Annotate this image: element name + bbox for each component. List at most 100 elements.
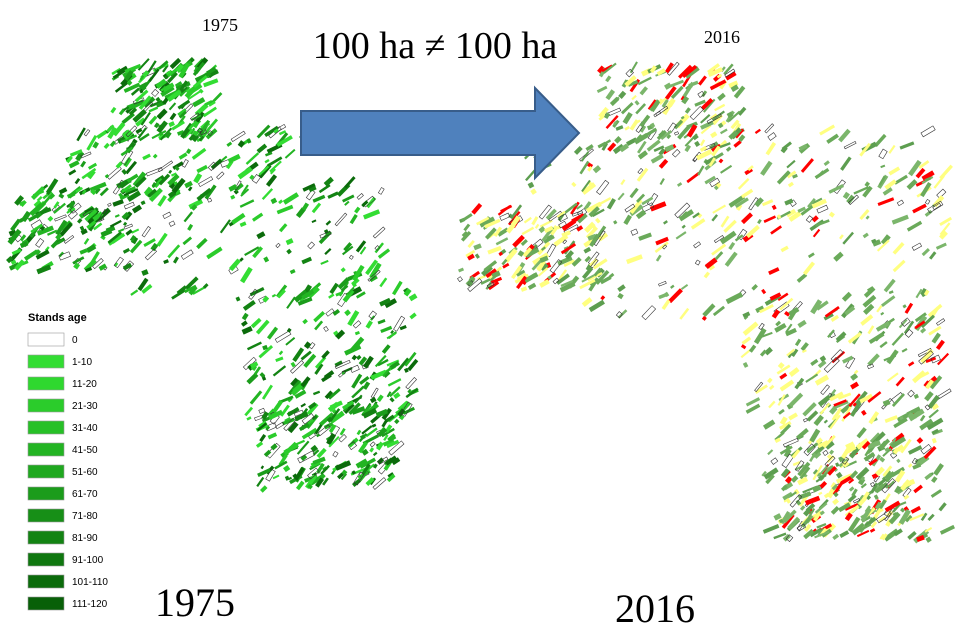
stand <box>776 214 782 220</box>
stand <box>914 320 926 330</box>
stand <box>249 174 255 180</box>
stand <box>171 177 186 194</box>
stand <box>920 182 932 198</box>
stand <box>759 304 774 314</box>
stand <box>351 373 363 389</box>
stand <box>870 481 876 488</box>
stand <box>819 124 836 136</box>
stand <box>393 315 406 332</box>
stand <box>896 458 901 464</box>
stand <box>807 197 816 208</box>
stand <box>126 80 133 86</box>
stand <box>522 247 533 258</box>
stand <box>484 218 501 229</box>
stand <box>912 463 922 470</box>
stand <box>21 210 32 223</box>
stand <box>890 436 907 449</box>
stand <box>844 305 856 316</box>
stand <box>711 145 721 157</box>
stand <box>848 194 859 205</box>
stand <box>340 284 349 292</box>
stand <box>530 188 537 195</box>
stand <box>704 175 716 185</box>
stand <box>921 170 935 181</box>
stand <box>384 298 398 309</box>
stand <box>107 126 118 140</box>
stand <box>788 412 798 421</box>
stand <box>283 465 291 473</box>
stand <box>103 142 110 150</box>
stand <box>286 407 300 417</box>
stand <box>592 258 608 270</box>
stand <box>891 466 905 478</box>
stand <box>907 389 915 398</box>
stand <box>272 474 280 480</box>
stand <box>720 215 730 228</box>
stand <box>843 141 857 150</box>
stand <box>369 441 376 448</box>
stand <box>925 356 937 363</box>
stand <box>318 184 331 194</box>
stand <box>829 414 841 430</box>
stand <box>916 534 925 543</box>
stand <box>274 330 292 343</box>
stand <box>334 460 352 471</box>
stand <box>754 384 768 395</box>
stand <box>150 242 159 252</box>
stand <box>135 128 143 134</box>
stand <box>156 108 168 120</box>
stand <box>182 236 193 246</box>
stand <box>832 498 840 506</box>
stand <box>90 188 97 196</box>
stand <box>581 274 595 283</box>
stand <box>585 226 598 239</box>
stand <box>73 262 81 270</box>
stand <box>167 67 178 78</box>
stand <box>675 231 687 240</box>
legend-swatch <box>27 376 65 391</box>
stand <box>77 218 83 224</box>
stand <box>745 224 760 239</box>
stand <box>816 300 829 311</box>
stand <box>629 187 639 199</box>
stand <box>814 451 822 459</box>
stand <box>120 146 134 157</box>
stand <box>899 141 915 150</box>
stand <box>770 457 779 465</box>
stand <box>29 202 44 217</box>
stand <box>908 445 923 455</box>
stand <box>809 428 821 443</box>
stand <box>619 143 629 153</box>
stand <box>900 507 906 513</box>
stand <box>348 402 361 415</box>
stand <box>531 216 539 226</box>
stand <box>826 455 835 463</box>
stand <box>814 219 830 227</box>
stand <box>84 266 93 273</box>
stand <box>389 386 401 398</box>
stand <box>264 125 279 138</box>
stand <box>671 148 681 158</box>
stand <box>376 441 384 451</box>
stand <box>860 314 874 326</box>
stand <box>347 310 360 327</box>
stand <box>278 199 284 205</box>
stand <box>157 194 167 207</box>
stand <box>800 342 809 352</box>
stand <box>123 82 141 93</box>
stand <box>344 200 350 206</box>
stand <box>681 224 686 229</box>
stand <box>595 217 601 224</box>
stand <box>188 83 203 95</box>
stand <box>167 244 181 259</box>
stand <box>169 57 182 70</box>
stand <box>126 190 142 202</box>
stand <box>311 219 317 224</box>
stand <box>294 466 305 481</box>
stand <box>794 338 802 347</box>
stand <box>818 464 829 477</box>
stand <box>302 318 308 325</box>
stand <box>697 165 705 176</box>
legend-swatch <box>27 420 65 435</box>
stand <box>692 212 700 219</box>
